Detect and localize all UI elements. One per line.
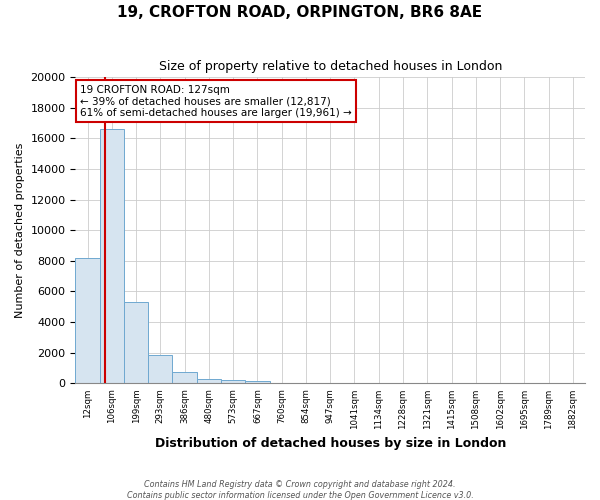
X-axis label: Distribution of detached houses by size in London: Distribution of detached houses by size … — [155, 437, 506, 450]
Bar — [124, 302, 148, 384]
Title: Size of property relative to detached houses in London: Size of property relative to detached ho… — [158, 60, 502, 73]
Bar — [148, 355, 172, 384]
Bar — [76, 258, 100, 384]
Bar — [100, 129, 124, 384]
Text: Contains HM Land Registry data © Crown copyright and database right 2024.
Contai: Contains HM Land Registry data © Crown c… — [127, 480, 473, 500]
Bar — [197, 378, 221, 384]
Y-axis label: Number of detached properties: Number of detached properties — [15, 142, 25, 318]
Bar — [221, 380, 245, 384]
Text: 19 CROFTON ROAD: 127sqm
← 39% of detached houses are smaller (12,817)
61% of sem: 19 CROFTON ROAD: 127sqm ← 39% of detache… — [80, 84, 352, 118]
Bar — [172, 372, 197, 384]
Text: 19, CROFTON ROAD, ORPINGTON, BR6 8AE: 19, CROFTON ROAD, ORPINGTON, BR6 8AE — [118, 5, 482, 20]
Bar — [245, 382, 269, 384]
